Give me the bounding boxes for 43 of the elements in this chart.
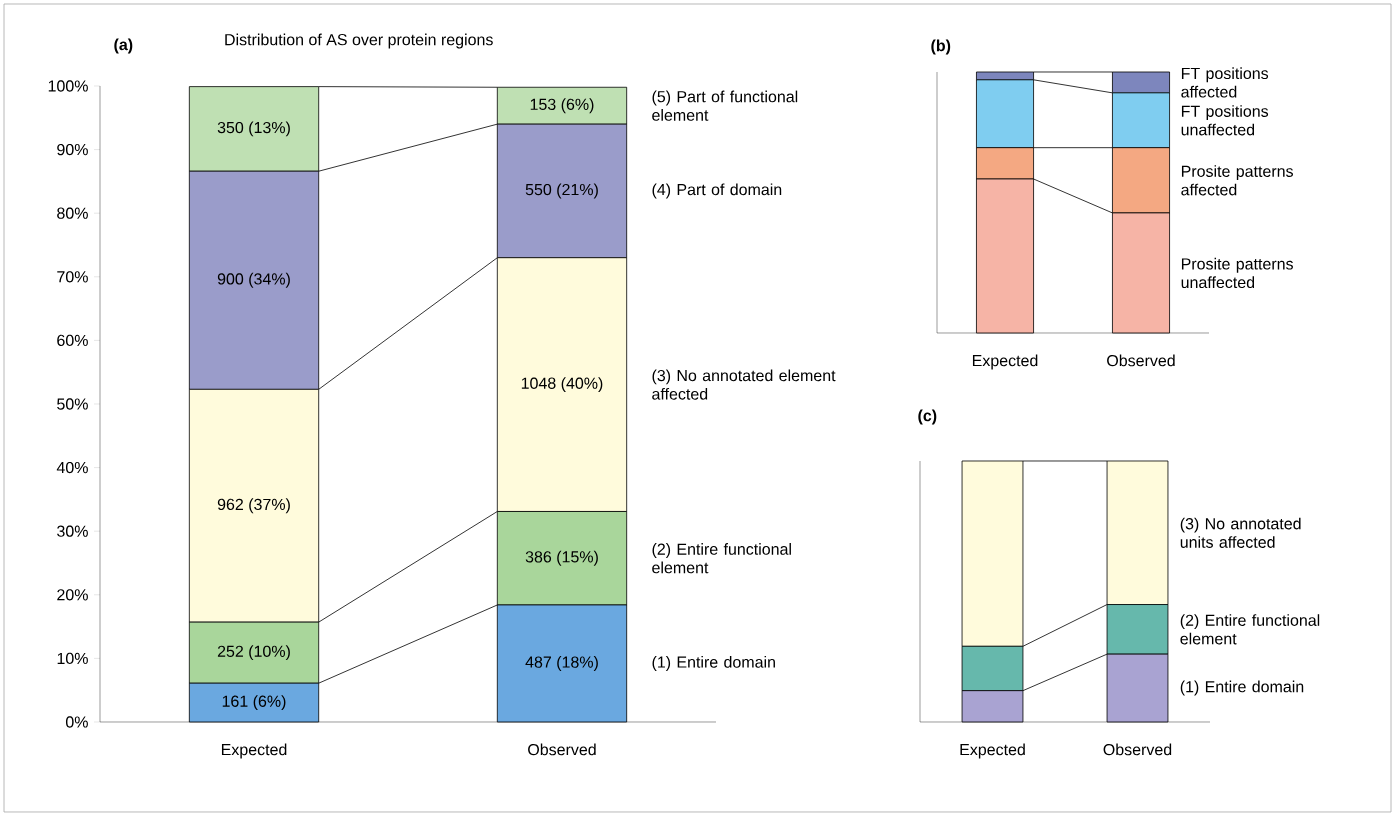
series-label: (1) Entire domain (1180, 680, 1304, 696)
x-tick-label: Observed (528, 743, 596, 756)
series-label: Prosite patterns unaffected (1181, 257, 1293, 289)
y-tick-label: 40% (56, 461, 88, 474)
data-label: 386 (15%) (525, 550, 598, 566)
series-label: (4) Part of domain (652, 183, 782, 199)
text: (a) (114, 38, 133, 54)
series-label: FT positions unaffected (1181, 105, 1269, 136)
series-label: (2) Entire functional element (1180, 614, 1320, 645)
data-label: 161 (6%) (222, 695, 286, 711)
y-tick-label: 80% (57, 207, 88, 219)
series-label: (5) Part of functional element (652, 90, 798, 121)
series-label: (2) Entire functional element (652, 543, 791, 574)
data-label: 550 (21%) (525, 183, 598, 199)
x-tick-label: Expected (960, 743, 1025, 759)
series-label: (1) Entire domain (652, 656, 775, 671)
y-tick-label: 10% (57, 652, 88, 665)
data-label: 350 (13%) (217, 121, 290, 137)
data-label: 1048 (40%) (521, 377, 603, 393)
series-label: (3) No annotated units affected (1180, 517, 1301, 548)
data-label: 900 (34%) (217, 272, 290, 288)
text: (b) (931, 39, 951, 55)
y-tick-label: 90% (57, 143, 88, 156)
data-label: 153 (6%) (530, 98, 594, 114)
data-label: 962 (37%) (217, 498, 290, 514)
x-tick-label: Expected (972, 354, 1038, 370)
series-label: (3) No annotated element affected (652, 369, 836, 400)
chart-title: Distribution of AS over protein regions (225, 33, 493, 49)
y-tick-label: 70% (57, 271, 88, 283)
x-tick-label: Expected (221, 743, 287, 759)
y-tick-label: 50% (57, 398, 88, 410)
y-tick-label: 100% (48, 80, 88, 92)
series-label: Prosite patterns affected (1181, 165, 1293, 196)
y-tick-label: 60% (57, 334, 88, 347)
data-label: 487 (18%) (525, 656, 598, 671)
text: (c) (918, 409, 937, 425)
x-tick-label: Observed (1103, 743, 1172, 756)
x-tick-label: Observed (1107, 354, 1175, 367)
series-label: FT positions affected (1181, 67, 1269, 98)
y-tick-label: 30% (57, 525, 88, 537)
data-label: 252 (10%) (217, 645, 290, 661)
y-tick-label: 20% (57, 589, 88, 601)
y-tick-label: 0% (65, 716, 88, 728)
